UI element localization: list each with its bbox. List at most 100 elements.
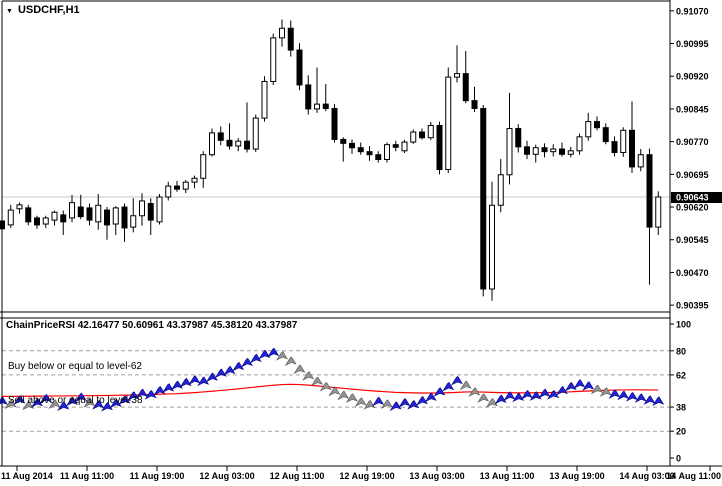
rsi-marker-gray — [599, 387, 612, 397]
rsi-marker-blue — [223, 365, 236, 376]
svg-text:80: 80 — [676, 346, 686, 356]
candle — [156, 196, 163, 223]
symbol-title: ▼ USDCHF,H1 — [6, 4, 80, 16]
rsi-marker-blue — [205, 372, 218, 383]
svg-text:100: 100 — [676, 320, 691, 330]
current-price-badge: 0.90643 — [671, 192, 722, 203]
svg-text:20: 20 — [676, 427, 686, 437]
rsi-marker-blue — [503, 391, 516, 401]
rsi-marker-gray — [345, 393, 358, 403]
candle — [95, 204, 102, 223]
rsi-marker-blue — [573, 379, 586, 389]
candle — [471, 100, 478, 109]
candle — [602, 127, 609, 143]
rsi-marker-blue — [92, 400, 105, 410]
rsi-marker-blue — [74, 392, 87, 403]
rsi-marker-blue — [529, 391, 542, 401]
rsi-marker-blue — [450, 375, 463, 386]
rsi-marker-gray — [302, 371, 315, 381]
svg-text:12 Aug 19:00: 12 Aug 19:00 — [339, 471, 394, 481]
candle — [427, 124, 434, 139]
rsi-marker-gray — [284, 356, 297, 367]
rsi-marker-blue — [162, 383, 175, 393]
rsi-marker-gray — [459, 380, 472, 391]
rsi-marker-blue — [643, 395, 656, 405]
candle — [357, 147, 364, 153]
signal-line — [2, 383, 659, 397]
candle — [401, 141, 408, 152]
rsi-marker-blue — [240, 357, 253, 368]
svg-text:0.90545: 0.90545 — [676, 235, 709, 245]
rsi-marker-blue — [608, 389, 621, 399]
rsi-marker-gray — [310, 376, 323, 387]
indicator-title: ChainPriceRSI 42.16477 50.60961 43.37987… — [6, 320, 298, 331]
candle — [497, 174, 504, 206]
rsi-marker-gray — [380, 399, 393, 409]
rsi-marker-blue — [652, 396, 665, 406]
svg-text:0.91070: 0.91070 — [676, 6, 709, 16]
candle — [611, 141, 618, 154]
candle — [550, 148, 557, 153]
candle — [130, 215, 137, 228]
candle — [305, 84, 312, 110]
rsi-marker-blue — [188, 375, 201, 385]
buy-level-annotation: Buy below or equal to level-62 — [8, 361, 142, 372]
rsi-marker-blue — [109, 398, 122, 409]
rsi-marker-blue — [127, 391, 140, 401]
candle — [340, 138, 347, 144]
candle — [314, 103, 320, 110]
candle — [594, 121, 600, 129]
candle — [147, 203, 154, 221]
candle — [121, 206, 128, 229]
candle — [629, 129, 635, 168]
candle — [585, 121, 592, 138]
rsi-marker-blue — [564, 381, 577, 392]
candle — [261, 80, 268, 119]
rsi-marker-gray — [83, 398, 96, 408]
svg-text:0.90845: 0.90845 — [676, 104, 709, 114]
rsi-marker-series — [0, 347, 665, 412]
rsi-marker-blue — [179, 377, 192, 388]
candle — [637, 154, 644, 168]
rsi-marker-blue — [197, 376, 210, 387]
candle — [209, 132, 215, 156]
svg-text:0.90695: 0.90695 — [676, 170, 709, 180]
rsi-marker-gray — [468, 387, 481, 397]
rsi-marker-blue — [625, 391, 638, 402]
symbol-title-label: USDCHF,H1 — [17, 4, 80, 16]
candle — [112, 207, 119, 225]
rsi-marker-blue — [415, 396, 428, 406]
candle — [16, 204, 23, 210]
rsi-marker-blue — [65, 396, 78, 407]
candle — [541, 147, 548, 153]
rsi-marker-blue — [582, 381, 595, 391]
candle — [567, 150, 574, 155]
svg-text:11 Aug 2014: 11 Aug 2014 — [1, 471, 53, 481]
rsi-marker-gray — [48, 399, 61, 409]
indicator-axis[interactable]: 100 80 62 38 20 0 — [670, 320, 691, 464]
candle — [51, 211, 58, 221]
svg-text:0.90770: 0.90770 — [676, 137, 709, 147]
rsi-marker-blue — [520, 389, 533, 400]
rsi-marker-blue — [118, 395, 131, 405]
price-axis[interactable]: 0.91070 0.90995 0.90920 0.90845 0.90770 0.906… — [670, 6, 709, 311]
candle — [515, 128, 522, 148]
time-axis[interactable]: 11 Aug 2014 11 Aug 11:00 11 Aug 19:00 12 Au… — [1, 466, 721, 481]
rsi-marker-gray — [354, 397, 367, 407]
rsi-marker-blue — [442, 381, 455, 392]
rsi-marker-gray — [485, 398, 498, 408]
rsi-marker-blue — [407, 400, 420, 410]
candle — [270, 37, 277, 82]
candle — [244, 140, 250, 150]
svg-text:0: 0 — [676, 454, 681, 464]
rsi-marker-gray — [363, 400, 376, 410]
svg-text:14 Aug 11:00: 14 Aug 11:00 — [666, 471, 721, 481]
candle — [25, 207, 32, 223]
rsi-marker-blue — [634, 393, 647, 403]
candle — [331, 107, 338, 140]
rsi-marker-blue — [249, 353, 262, 364]
rsi-marker-gray — [293, 364, 306, 375]
candle — [506, 128, 513, 176]
candle — [226, 139, 233, 147]
